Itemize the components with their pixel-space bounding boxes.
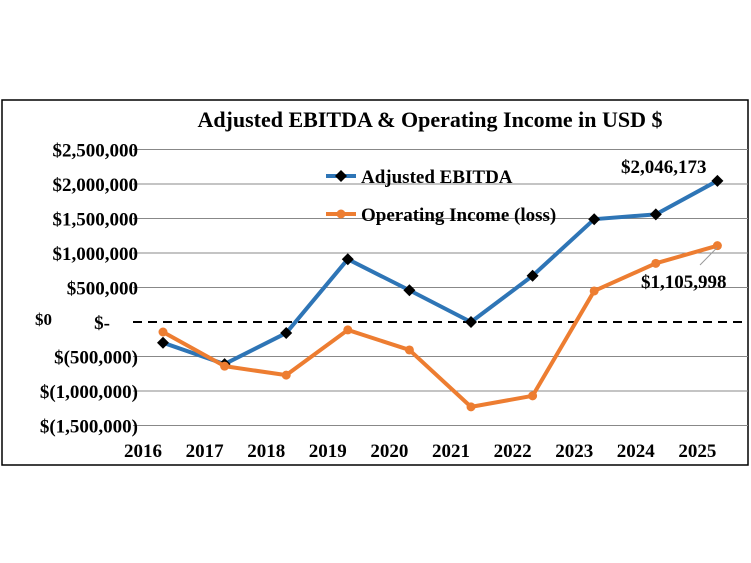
x-tick-label: 2022 xyxy=(494,441,532,462)
x-tick-label: 2021 xyxy=(432,441,470,462)
x-tick-label: 2016 xyxy=(124,441,162,462)
data-label-leader xyxy=(699,247,718,266)
y-tick-label: $(1,000,000) xyxy=(40,382,138,403)
marker-diamond xyxy=(403,284,416,297)
marker-circle xyxy=(528,391,538,401)
legend-label: Adjusted EBITDA xyxy=(361,167,513,188)
x-tick-label: 2020 xyxy=(370,441,408,462)
marker-circle xyxy=(336,209,346,219)
zero-line-label: $0 xyxy=(35,310,52,329)
marker-circle xyxy=(220,361,230,371)
y-tick-label: $(500,000) xyxy=(54,348,138,369)
marker-circle xyxy=(651,258,661,268)
legend-label: Operating Income (loss) xyxy=(361,205,556,226)
y-tick-label: $2,000,000 xyxy=(53,175,139,196)
y-tick-label: $1,000,000 xyxy=(53,244,139,265)
marker-diamond xyxy=(649,208,662,221)
y-tick-label: $(1,500,000) xyxy=(40,417,138,438)
marker-diamond xyxy=(526,269,539,282)
marker-circle xyxy=(343,325,353,335)
marker-circle xyxy=(158,327,168,337)
chart-title: Adjusted EBITDA & Operating Income in US… xyxy=(197,107,662,132)
marker-circle xyxy=(281,370,291,380)
series-line-0 xyxy=(162,179,719,367)
data-label: $1,105,998 xyxy=(641,272,727,293)
marker-diamond xyxy=(335,170,347,182)
x-tick-label: 2025 xyxy=(678,441,716,462)
y-tick-label: $500,000 xyxy=(67,279,138,300)
marker-circle xyxy=(466,402,476,412)
x-tick-label: 2019 xyxy=(309,441,347,462)
y-tick-label: $2,500,000 xyxy=(53,141,139,162)
marker-diamond xyxy=(588,213,601,226)
marker-diamond xyxy=(465,316,477,328)
y-tick-label: $1,500,000 xyxy=(53,210,139,231)
marker-diamond xyxy=(280,327,293,340)
marker-circle xyxy=(589,286,599,296)
x-tick-label: 2024 xyxy=(617,441,656,462)
series-line-1 xyxy=(162,243,718,409)
x-tick-label: 2017 xyxy=(186,441,225,462)
marker-circle xyxy=(712,241,722,251)
y-tick-label: $- xyxy=(94,313,110,334)
x-tick-label: 2018 xyxy=(247,441,285,462)
marker-diamond xyxy=(341,253,354,266)
marker-diamond xyxy=(157,336,169,349)
data-label: $2,046,173 xyxy=(621,157,707,178)
marker-circle xyxy=(404,345,414,355)
marker-diamond xyxy=(711,174,724,187)
chart-border xyxy=(1,99,749,466)
x-tick-label: 2023 xyxy=(555,441,593,462)
